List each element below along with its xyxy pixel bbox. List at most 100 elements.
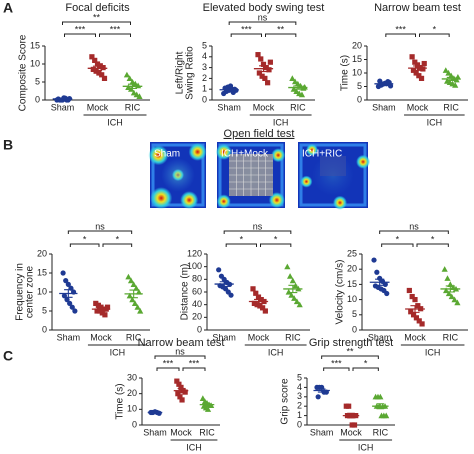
significance-bracket	[102, 243, 133, 247]
data-point	[102, 312, 108, 318]
image-label: ICH+RIC	[302, 149, 342, 160]
heatmap-spot	[268, 192, 285, 209]
data-point	[126, 292, 133, 299]
error-bar	[288, 284, 298, 294]
x-tick-label: RIC	[285, 332, 301, 342]
data-point	[409, 54, 415, 60]
y-tick-label: 1	[297, 410, 302, 420]
heatmap-border	[299, 143, 367, 207]
data-point	[256, 70, 262, 76]
error-bar	[410, 305, 420, 313]
x-tick-label: RIC	[126, 332, 142, 342]
chart-title: Grip strength test	[309, 337, 393, 349]
significance-bracket	[69, 243, 100, 247]
data-point	[179, 397, 185, 403]
data-point	[285, 288, 292, 295]
data-point	[413, 315, 420, 321]
data-point	[413, 70, 419, 76]
data-point	[255, 294, 262, 300]
y-tick-label: 10	[347, 294, 357, 304]
y-axis-label: Time (s)	[115, 383, 126, 419]
y-tick-label: 30	[127, 372, 137, 382]
data-point	[294, 80, 301, 87]
data-point	[383, 412, 390, 419]
heatmap-glow	[161, 158, 195, 192]
y-tick-label: 3	[297, 391, 302, 401]
x-tick-label: Sham	[368, 332, 392, 342]
data-point	[441, 266, 448, 272]
data-point	[135, 288, 142, 295]
y-tick-label: 2	[202, 73, 207, 83]
significance-label: **	[93, 12, 101, 22]
x-tick-label: RIC	[443, 102, 459, 112]
heatmap-border	[218, 143, 284, 207]
y-axis-label: Frequency in	[15, 263, 26, 321]
y-tick-label: 0	[202, 94, 207, 104]
data-point	[419, 321, 425, 327]
significance-bracket	[230, 33, 262, 37]
data-point	[420, 66, 426, 72]
data-point	[371, 257, 377, 263]
panel-letter: A	[3, 0, 13, 16]
significance-bracket	[260, 243, 292, 247]
data-point	[64, 297, 70, 303]
y-tick-label: 0	[357, 94, 362, 104]
significance-label: ***	[163, 358, 174, 368]
y-tick-label: 4	[297, 382, 302, 392]
y-tick-label: 5	[357, 81, 362, 91]
significance-label: ***	[75, 24, 86, 34]
heatmap-image: ICH+Mock	[215, 142, 286, 209]
data-point	[416, 73, 422, 79]
group-label: ICH	[273, 117, 289, 127]
heatmap-spot	[148, 145, 169, 166]
chart-title: Narrow beam test	[374, 2, 461, 14]
error-bar	[413, 65, 422, 71]
error-bar	[347, 412, 355, 419]
group-label: ICH	[268, 347, 284, 357]
significance-label: ns	[409, 221, 419, 231]
significance-bracket	[62, 21, 131, 25]
significance-bracket	[225, 243, 257, 247]
data-point	[134, 304, 141, 310]
x-tick-label: Sham	[51, 102, 75, 112]
heatmap-border	[151, 143, 205, 207]
data-point	[412, 59, 418, 65]
significance-label: *	[274, 234, 278, 244]
x-tick-label: RIC	[290, 102, 306, 112]
significance-label: ***	[241, 24, 252, 34]
data-point	[451, 296, 458, 303]
heatmap-image: ICH+RIC	[298, 142, 371, 210]
data-point	[412, 297, 418, 303]
data-point	[101, 75, 108, 81]
data-point	[258, 56, 264, 62]
data-point	[408, 309, 414, 315]
data-point	[126, 75, 133, 81]
y-tick-label: 120	[187, 248, 202, 258]
y-tick-label: 20	[127, 388, 137, 398]
data-point	[289, 277, 296, 284]
data-point	[260, 305, 266, 311]
data-point	[387, 83, 394, 89]
significance-bracket	[321, 355, 379, 359]
data-point	[445, 69, 452, 76]
data-point	[63, 278, 69, 284]
significance-bracket	[64, 33, 96, 37]
significance-label: ns	[95, 221, 105, 231]
x-tick-label: Mock	[407, 102, 429, 112]
group-label: ICH	[110, 347, 126, 357]
significance-bracket	[67, 230, 133, 234]
error-bar	[446, 76, 456, 81]
chart-title: Narrow beam test	[138, 337, 225, 349]
chart-title: Elevated body swing test	[203, 2, 325, 14]
y-tick-label: 20	[192, 312, 202, 322]
data-point	[291, 295, 298, 301]
x-tick-label: Mock	[248, 332, 270, 342]
significance-bracket	[228, 21, 297, 25]
significance-bracket	[156, 367, 180, 371]
x-tick-label: Sham	[372, 102, 396, 112]
data-point	[174, 378, 180, 384]
data-point	[253, 290, 259, 296]
x-tick-label: Mock	[340, 427, 362, 437]
x-tick-label: RIC	[373, 427, 389, 437]
x-tick-label: RIC	[125, 102, 141, 112]
